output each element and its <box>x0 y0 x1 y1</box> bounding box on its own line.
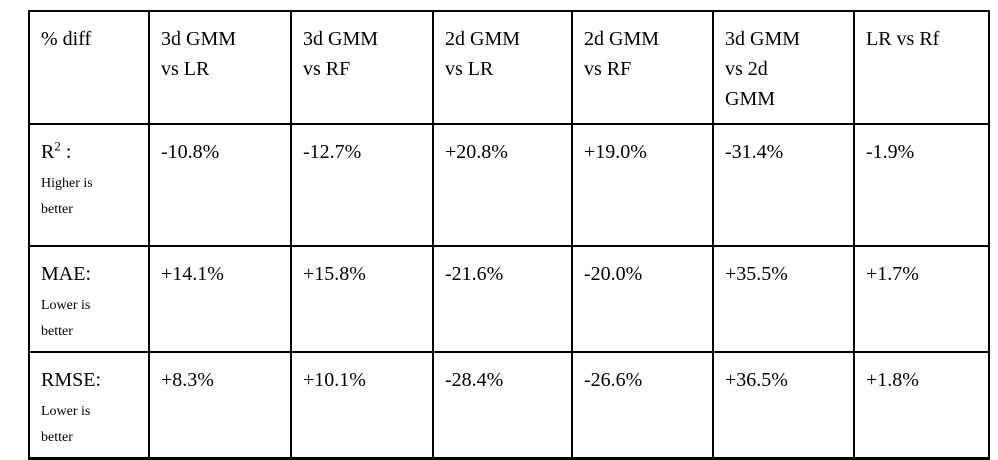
metric-base: R <box>41 141 55 163</box>
metrics-comparison-table: % diff 3d GMM vs LR 3d GMM vs RF 2d GMM … <box>28 10 990 460</box>
metric-superscript: 2 <box>54 138 61 154</box>
value-cell: +14.1% <box>148 245 292 353</box>
header-cell-2dgmm-vs-rf: 2d GMM vs RF <box>571 10 714 125</box>
value-cell: -1.9% <box>853 123 990 247</box>
header-cell-3dgmm-vs-rf: 3d GMM vs RF <box>290 10 434 125</box>
value-cell: -26.6% <box>571 351 714 460</box>
metric-cell-r2: R2 : Higher is better <box>28 123 150 247</box>
table-row-mae: MAE: Lower is better +14.1% +15.8% -21.6… <box>28 245 990 353</box>
table-row-r2: R2 : Higher is better -10.8% -12.7% +20.… <box>28 123 990 247</box>
value-cell: +10.1% <box>290 351 434 460</box>
value-cell: -10.8% <box>148 123 292 247</box>
header-cell-lr-vs-rf: LR vs Rf <box>853 10 990 125</box>
value-cell: -31.4% <box>712 123 855 247</box>
metric-note: Lower is better <box>41 404 91 445</box>
value-cell: +36.5% <box>712 351 855 460</box>
header-cell-2dgmm-vs-lr: 2d GMM vs LR <box>432 10 573 125</box>
header-row: % diff 3d GMM vs LR 3d GMM vs RF 2d GMM … <box>28 10 990 125</box>
value-cell: +15.8% <box>290 245 434 353</box>
value-cell: +35.5% <box>712 245 855 353</box>
metric-suffix: : <box>60 141 72 163</box>
value-cell: -28.4% <box>432 351 573 460</box>
value-cell: -21.6% <box>432 245 573 353</box>
metric-label-rmse: RMSE: <box>41 365 142 395</box>
value-cell: -12.7% <box>290 123 434 247</box>
table-row-rmse: RMSE: Lower is better +8.3% +10.1% -28.4… <box>28 351 990 460</box>
value-cell: +8.3% <box>148 351 292 460</box>
header-cell-pct-diff: % diff <box>28 10 150 125</box>
header-cell-3dgmm-vs-lr: 3d GMM vs LR <box>148 10 292 125</box>
header-cell-3dgmm-vs-2dgmm: 3d GMM vs 2d GMM <box>712 10 855 125</box>
value-cell: +1.8% <box>853 351 990 460</box>
metric-base: RMSE: <box>41 369 102 391</box>
metric-note: Lower is better <box>41 298 91 339</box>
metric-label-mae: MAE: <box>41 259 142 289</box>
metric-label-r2: R2 : <box>41 137 142 167</box>
metric-cell-mae: MAE: Lower is better <box>28 245 150 353</box>
value-cell: +19.0% <box>571 123 714 247</box>
metric-cell-rmse: RMSE: Lower is better <box>28 351 150 460</box>
metric-base: MAE: <box>41 263 91 285</box>
value-cell: +1.7% <box>853 245 990 353</box>
value-cell: -20.0% <box>571 245 714 353</box>
metric-note: Higher is better <box>41 176 93 217</box>
value-cell: +20.8% <box>432 123 573 247</box>
